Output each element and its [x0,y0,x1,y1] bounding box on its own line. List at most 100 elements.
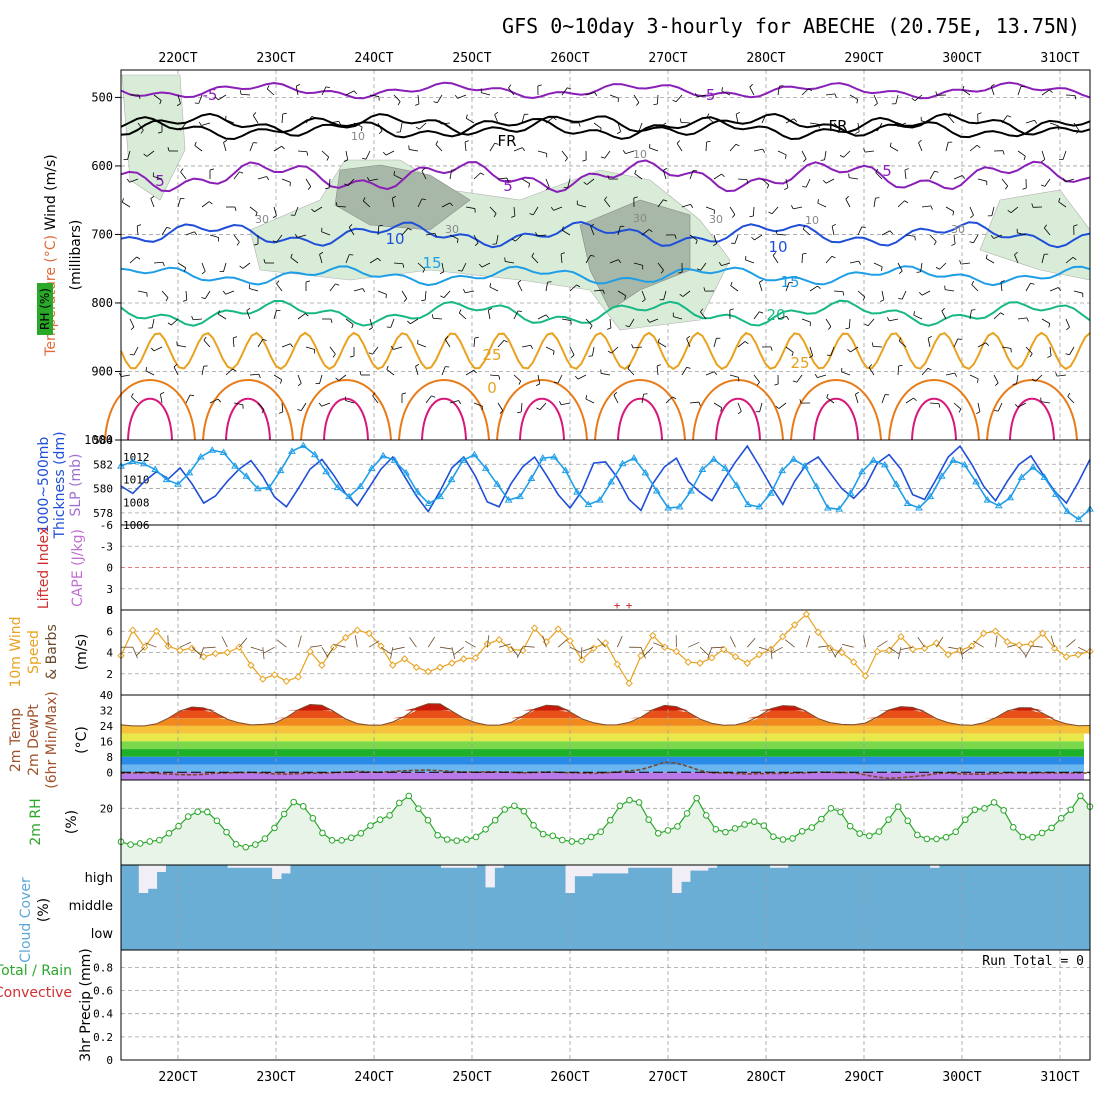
wind-barb [461,262,467,272]
isotherm-35 [617,397,663,441]
series-marker [869,456,878,463]
wind-barb [771,646,783,654]
wind-barb [542,635,547,648]
x-tick-label-top: 25OCT [452,51,491,66]
series-marker [578,837,585,845]
wind-barb-tick [335,283,340,286]
series-marker [493,480,502,487]
wind-barb [825,93,835,96]
y-tick-label: 4 [106,647,113,660]
x-tick-label-top: 22OCT [158,51,197,66]
wind-barb-tick [889,142,892,147]
wind-barb-tick [1014,251,1018,256]
wind-barb [377,122,383,132]
series-marker [259,675,267,683]
wind-barb [1057,374,1067,377]
series-marker [530,822,537,829]
series-marker [232,841,240,848]
wind-barb-tick [203,336,207,341]
wind-barb-tick [583,181,588,185]
series-marker [389,661,397,669]
contour-label: -5 [701,86,716,104]
cape-marker: + [626,599,633,612]
wind-barb [681,203,691,208]
run-total: Run Total = 0 [982,954,1084,969]
wind-barb [625,150,635,155]
wind-barb-tick [706,113,710,118]
y-tick-label: 20 [100,802,113,815]
contour-label: -5 [203,86,218,104]
wind-barb [881,394,886,404]
wind-barb [699,646,710,656]
wind-barb [927,338,931,348]
wind-barb-tick [198,121,202,126]
wind-barb [873,262,883,268]
contour-label: 10 [385,230,404,248]
x-tick-label-top: 26OCT [550,51,589,66]
wind-barb [516,646,524,658]
wind-barb [826,397,835,404]
wind-barb-tick [995,382,999,386]
wind-barb [151,318,155,328]
wind-barb-tick [871,342,874,347]
series-marker [175,822,182,830]
wind-barb-tick [478,263,483,268]
wind-barb [153,261,164,264]
series-marker [242,843,250,851]
series-marker [846,822,854,830]
series-marker [1040,473,1049,480]
wind-barb [585,398,595,404]
wind-barb [675,94,683,103]
wind-barb-tick [698,401,701,406]
wind-barb [300,402,307,411]
wind-barb-tick [422,268,426,273]
wind-barb-tick [839,154,844,158]
contour-label: FR [828,117,847,135]
wind-barb-tick [362,197,366,202]
wind-barb [914,94,923,101]
wind-barb-tick [536,407,541,411]
series-marker [827,805,835,812]
x-tick-label-bottom: 27OCT [648,1070,687,1085]
wind-barb-tick [403,298,408,302]
cloud-bar [663,865,673,868]
wind-barb-tick [535,232,538,237]
temp-band [121,756,1084,765]
wind-barb [246,310,251,320]
wind-barb-tick [415,363,420,367]
y-tick-label: 0.4 [93,1008,113,1021]
wind-barb-tick [898,298,903,300]
wind-barb [345,400,355,404]
wind-barb [818,645,831,648]
wind-barb [400,122,403,132]
isotherm-30 [202,379,294,441]
y-axis-label: (%) [36,898,52,922]
wind-barb-tick [952,211,955,216]
wind-barb-tick [856,99,859,104]
wind-barb-tick [517,279,522,284]
wind-barb [489,286,499,292]
wind-barb-tick [886,317,890,322]
cloud-bar [707,865,718,868]
wind-barb [802,228,811,236]
series-marker [151,465,160,472]
wind-barb [569,284,577,292]
series-marker [471,654,480,662]
wind-barb [473,337,476,348]
series-marker [507,645,515,654]
series-marker [589,644,598,652]
series-marker [732,481,741,488]
wind-barb-tick [294,233,298,238]
wind-barb-tick [176,128,181,131]
wind-barb-tick [332,353,336,358]
wind-barb [784,639,795,648]
wind-barb [561,87,568,96]
wind-barb [221,636,228,648]
wind-barb [273,206,277,216]
x-tick-label-top: 24OCT [354,51,393,66]
wind-barb [1001,346,1011,349]
wind-barb [1017,86,1022,96]
wind-barb [809,122,819,125]
wind-barb-tick [263,259,266,264]
wind-barb-tick [503,339,508,343]
